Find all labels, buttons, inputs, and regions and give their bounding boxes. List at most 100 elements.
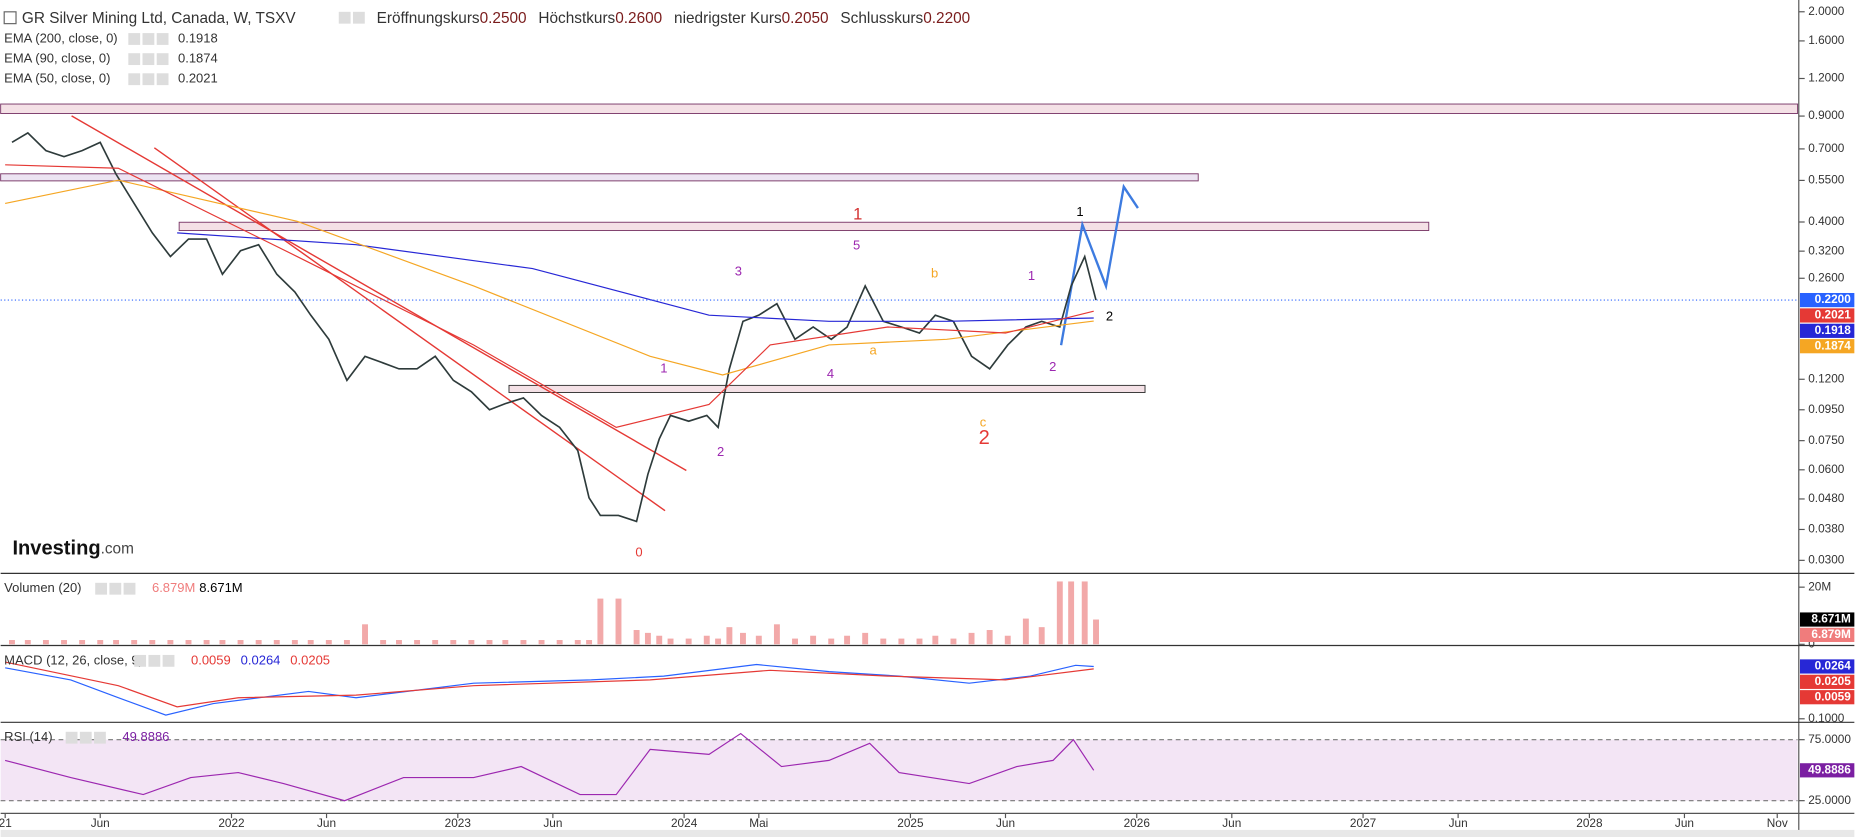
bar	[1038, 627, 1045, 645]
price-badge-label: 8.671M	[1811, 612, 1851, 626]
bar	[715, 638, 722, 645]
legend-icon[interactable]	[109, 582, 122, 595]
readout: 0.0059	[191, 652, 231, 667]
legend-icon[interactable]	[79, 731, 92, 744]
wave-label: 2	[979, 427, 990, 449]
legend-icon[interactable]	[94, 731, 106, 744]
price-badge	[1799, 627, 1855, 642]
bar	[556, 640, 563, 645]
bar	[79, 640, 86, 645]
legend-icon[interactable]	[142, 73, 155, 86]
legend-icon[interactable]	[95, 582, 108, 595]
legend-icon[interactable]	[128, 53, 141, 66]
bar	[468, 640, 475, 645]
readout: 0.0264	[241, 652, 281, 667]
bar	[703, 635, 710, 645]
bar	[24, 640, 31, 645]
series-line	[177, 232, 1094, 322]
legend-icon[interactable]	[156, 33, 169, 45]
collapse-icon[interactable]	[3, 11, 17, 25]
legend-icon[interactable]	[128, 33, 141, 45]
x-tick-label: Jun	[996, 816, 1015, 830]
readout: 6.879M	[152, 580, 195, 595]
price-badge	[1799, 612, 1855, 627]
y-tick-label: 1.2000	[1808, 71, 1845, 85]
legend-icon[interactable]	[123, 582, 136, 595]
readout: 49.8886	[122, 729, 169, 744]
x-tick-label: Jun	[543, 816, 562, 830]
wave-label: 2	[1049, 359, 1056, 374]
x-tick-label: 21	[0, 816, 12, 830]
ohlc-name: niedrigster Kurs	[674, 10, 782, 27]
y-tick-label: 0.7000	[1808, 141, 1845, 155]
price-badge-label: 0.0059	[1815, 689, 1852, 703]
series-line	[5, 663, 1094, 716]
wave-label: 4	[827, 366, 834, 381]
legend-icon[interactable]	[162, 654, 175, 667]
wave-label: a	[870, 343, 878, 358]
price-badge	[1799, 339, 1855, 354]
bar	[538, 640, 545, 645]
chart-title: GR Silver Mining Ltd, Canada, W, TSXV	[22, 10, 296, 27]
logo-suffix: .com	[101, 541, 134, 558]
legend-value: 0.2021	[178, 71, 218, 86]
rsi-band	[0, 739, 1798, 801]
bar	[828, 638, 835, 645]
price-badge	[1799, 292, 1855, 308]
y-tick-label: 75.0000	[1808, 732, 1851, 746]
bar	[380, 640, 387, 645]
series-line	[5, 164, 1094, 428]
x-tick-label: 2023	[445, 816, 472, 830]
wave-label: 1	[853, 205, 862, 224]
legend-icon[interactable]	[156, 53, 169, 66]
y-tick-label: 0.5500	[1808, 173, 1845, 187]
bar	[273, 640, 280, 645]
icon[interactable]	[352, 11, 365, 24]
y-tick-label: 0.0600	[1808, 462, 1845, 476]
x-tick-label: 2028	[1576, 816, 1603, 830]
legend-entry: EMA (90, close, 0)	[4, 51, 110, 66]
bar	[1093, 619, 1099, 645]
bar	[343, 640, 350, 645]
readout: 8.671M	[199, 580, 242, 595]
zone	[178, 221, 1430, 232]
x-tick-label: 2022	[218, 816, 244, 830]
legend-icon[interactable]	[148, 654, 161, 667]
wave-label: 1	[1028, 268, 1035, 283]
bar	[1022, 618, 1029, 645]
bar	[1056, 581, 1063, 645]
icon[interactable]	[338, 11, 351, 24]
legend-icon[interactable]	[128, 73, 141, 86]
bar	[597, 598, 604, 645]
bar	[880, 638, 887, 645]
bar	[1004, 635, 1011, 645]
legend-icon[interactable]	[142, 33, 155, 45]
bar	[898, 638, 905, 645]
legend-icon[interactable]	[134, 654, 147, 667]
bar	[726, 627, 733, 645]
price-badge	[1799, 690, 1855, 705]
y-tick-label: 2.0000	[1808, 4, 1845, 18]
legend-icon[interactable]	[142, 53, 155, 66]
legend-icon[interactable]	[65, 731, 78, 744]
price-badge	[1799, 674, 1855, 689]
scrollbar	[0, 829, 1855, 837]
ohlc-name: Schlusskurs	[840, 10, 923, 27]
wave-label: 3	[735, 263, 742, 278]
bar	[450, 640, 457, 645]
legend-value: 0.1874	[178, 51, 218, 66]
wave-label: 1	[1076, 204, 1083, 219]
ohlc-value: 0.2200	[923, 10, 970, 27]
legend-entry: EMA (200, close, 0)	[4, 30, 117, 45]
bar	[291, 640, 298, 645]
series-line	[5, 661, 1094, 708]
x-tick-label: Jun	[91, 816, 110, 830]
y-tick-label: 0.4000	[1808, 214, 1845, 228]
bar	[414, 640, 421, 645]
wave-label: 2	[717, 444, 724, 459]
legend-icon[interactable]	[156, 73, 169, 86]
series-line	[4, 732, 1095, 802]
pane-title: RSI (14)	[4, 729, 52, 744]
